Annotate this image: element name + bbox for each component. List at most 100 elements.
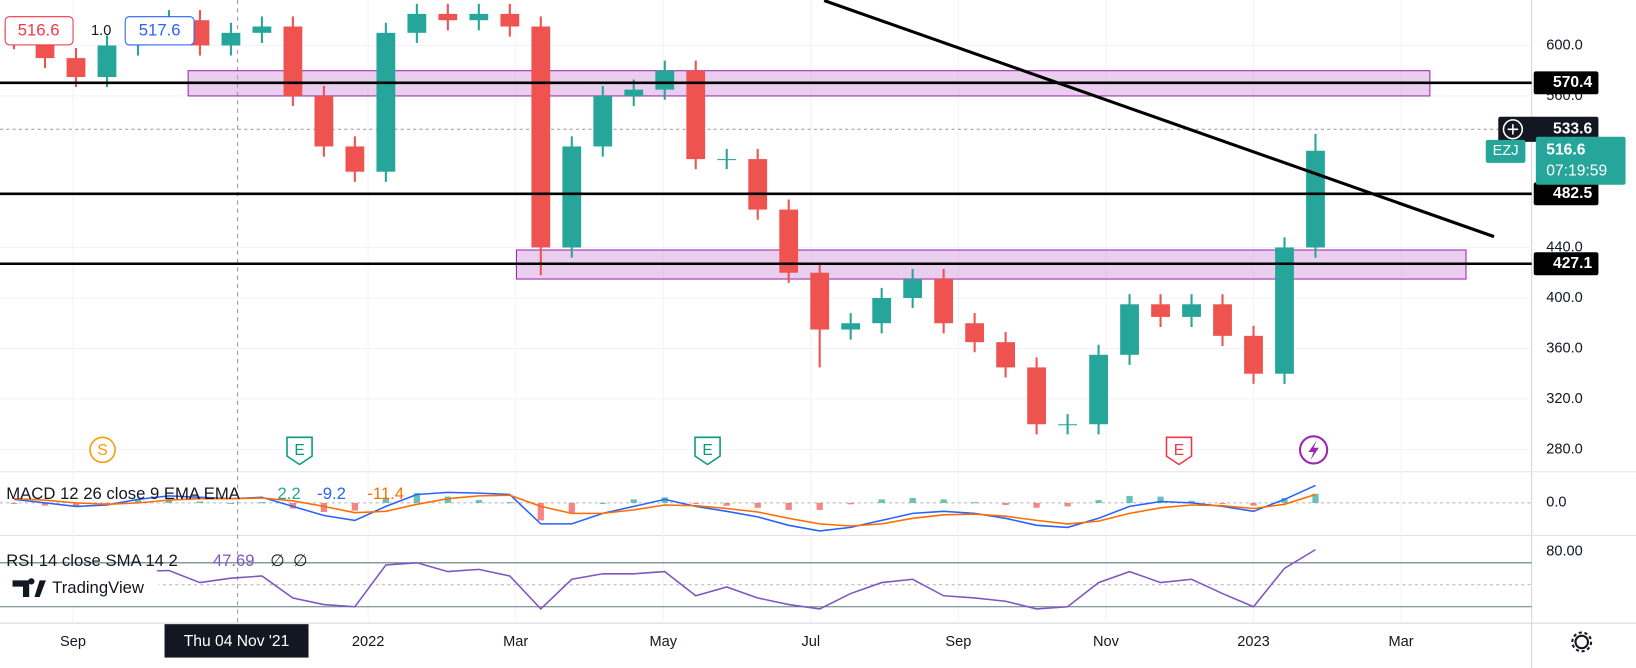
level-label: 482.5 (1553, 185, 1592, 202)
event-label: E (294, 442, 304, 459)
lightning (1308, 440, 1319, 461)
candle-body (1151, 304, 1170, 317)
candle-body (500, 13, 520, 27)
candle-body (221, 32, 241, 46)
candle-body (903, 279, 923, 298)
candle-body (779, 209, 799, 273)
macd-histogram (506, 502, 513, 504)
candle-body (345, 146, 365, 172)
macd-histogram (909, 498, 916, 503)
buy-price: 517.6 (139, 21, 181, 40)
macd-histogram (754, 502, 761, 508)
level-label-box (1533, 252, 1599, 276)
y-tick-label: 360.0 (1546, 340, 1583, 356)
macd-histogram (785, 502, 792, 510)
crosshair-label: Thu 04 Nov '21 (184, 633, 290, 650)
spread: 1.0 (91, 23, 111, 39)
level-label-box (1533, 71, 1599, 95)
y-tick-label: 80.00 (1546, 544, 1583, 560)
macd-histogram (1126, 495, 1133, 503)
event-marker (694, 436, 721, 466)
candle-body (841, 323, 861, 330)
sell-box[interactable] (4, 16, 74, 46)
macd-histogram (940, 499, 947, 503)
macd-readout: 2.2 (278, 484, 301, 503)
candle-body (1244, 335, 1263, 374)
candle-body (252, 26, 272, 33)
macd-histogram (878, 499, 885, 503)
macd-histogram (1157, 496, 1164, 503)
macd-histogram (630, 499, 637, 503)
candle-body (965, 323, 985, 343)
event-marker (89, 436, 116, 464)
buy-box[interactable] (124, 16, 195, 46)
candle-body (1089, 354, 1108, 425)
macd-histogram (847, 502, 854, 505)
add-alert[interactable] (1502, 119, 1524, 140)
candle-body (190, 20, 210, 46)
rsi-readout: ∅ (270, 551, 285, 570)
event-label: E (1174, 442, 1184, 459)
candle-body (469, 13, 489, 21)
candle-body (1182, 304, 1201, 317)
rsi-readout: ∅ (293, 551, 308, 570)
candle-body (1213, 304, 1232, 336)
last-price-box (1535, 136, 1626, 185)
macd-histogram (320, 502, 328, 513)
macd-histogram (227, 502, 235, 504)
settings[interactable] (1571, 631, 1593, 653)
candle-body (593, 95, 613, 147)
macd-histogram (1064, 502, 1071, 507)
candle-body (872, 297, 892, 324)
macd-histogram (1095, 500, 1102, 503)
plot: Sep 2022 Mar May Jul Sep Nov 2023 Mar 280.0 320.0 3… (0, 0, 1626, 658)
macd-histogram (1219, 502, 1226, 504)
macd-histogram (41, 502, 49, 506)
macd-histogram (351, 502, 359, 511)
candle-body (717, 159, 737, 161)
high-label-box (1498, 116, 1599, 142)
macd-histogram (196, 501, 204, 503)
candle-body (624, 89, 644, 96)
event-marker (286, 436, 313, 466)
y-tick-label: 280.0 (1546, 441, 1583, 457)
candle-body (97, 45, 117, 78)
y-tick-label: 0.0 (1546, 495, 1566, 511)
event-label: S (97, 442, 107, 459)
add-alert-plus (1507, 124, 1519, 135)
candle-body (1120, 304, 1139, 355)
rsi-line (13, 548, 1316, 611)
x-tick-label: Mar (503, 634, 528, 650)
candle-body (531, 26, 551, 248)
trendline (823, 0, 1495, 239)
macd-histogram (72, 502, 80, 507)
x-tick-label: Nov (1093, 634, 1120, 650)
macd-histogram (103, 502, 111, 504)
gear (1574, 634, 1590, 650)
x-tick-label: Jul (802, 634, 821, 650)
quote-bar: 516.6 1.0 517.6 (4, 16, 195, 46)
candle-body (1027, 367, 1046, 425)
last-price: 516.6 (1546, 141, 1585, 158)
crosshair-label-box (164, 624, 309, 658)
macd-histogram (258, 502, 266, 504)
candle-body (562, 146, 582, 248)
event-label: E (702, 442, 712, 459)
candle-body (655, 70, 675, 90)
candle-body (1058, 424, 1077, 426)
brand: TradingView (52, 578, 145, 597)
countdown: 07:19:59 (1546, 162, 1607, 179)
event-marker (1165, 436, 1193, 466)
macd-histogram (1250, 502, 1257, 506)
dividends-icon[interactable] (1298, 435, 1329, 465)
macd-histogram (134, 499, 142, 503)
macd-histogram (1281, 498, 1288, 503)
candle-body (407, 13, 427, 33)
candle-body (748, 159, 768, 210)
symbol-box (1485, 139, 1526, 163)
candle-body (810, 272, 830, 330)
x-tick-label: 2023 (1237, 634, 1269, 650)
macd-readout: -9.2 (317, 484, 346, 503)
